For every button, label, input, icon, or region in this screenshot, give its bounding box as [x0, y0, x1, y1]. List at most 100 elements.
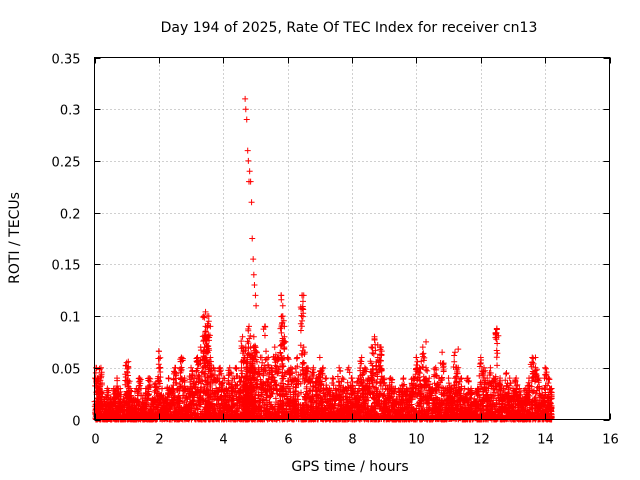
- data-point: [329, 375, 336, 382]
- data-point-cloud: [284, 355, 291, 362]
- data-point-cloud: [98, 388, 105, 395]
- data-point-cloud: [112, 403, 119, 410]
- data-point-cloud: [146, 378, 153, 385]
- data-point-cloud: [177, 369, 184, 376]
- data-point-cloud: [136, 377, 143, 384]
- data-point-cloud: [424, 367, 431, 374]
- data-point: [239, 333, 246, 340]
- data-point-cloud: [145, 375, 152, 382]
- data-point-cloud: [400, 376, 407, 383]
- data-point-cloud: [299, 317, 306, 324]
- data-point: [125, 364, 132, 371]
- data-point-cloud: [413, 354, 420, 361]
- data-point-cloud: [92, 369, 99, 376]
- data-point-cloud: [160, 407, 167, 414]
- data-point-cloud: [98, 381, 105, 388]
- data-point-cloud: [145, 395, 152, 402]
- data-point-cloud: [136, 382, 143, 389]
- data-point-cloud: [125, 392, 132, 399]
- data-points: [91, 95, 555, 423]
- data-point-cloud: [135, 386, 142, 393]
- data-point: [191, 375, 198, 382]
- data-point: [439, 349, 446, 356]
- data-point-cloud: [100, 403, 107, 410]
- data-point: [188, 364, 195, 371]
- data-point-cloud: [103, 394, 110, 401]
- data-point-cloud: [125, 372, 132, 379]
- data-point-cloud: [156, 365, 163, 372]
- data-point-cloud: [170, 382, 177, 389]
- data-point-cloud: [164, 396, 171, 403]
- data-point: [419, 344, 426, 351]
- data-point-cloud: [293, 355, 300, 362]
- data-point-cloud: [173, 379, 180, 386]
- data-point-cloud: [127, 387, 134, 394]
- data-point: [271, 344, 278, 351]
- data-point-cloud: [101, 398, 108, 405]
- data-point-cloud: [261, 332, 268, 339]
- grid: [94, 57, 610, 420]
- data-point-cloud: [348, 375, 355, 382]
- data-point-cloud: [131, 388, 138, 395]
- data-point-cloud: [98, 371, 105, 378]
- data-point-cloud: [174, 387, 181, 394]
- data-point-cloud: [172, 364, 179, 371]
- data-point-cloud: [131, 396, 138, 403]
- data-point-cloud: [201, 314, 208, 321]
- data-point-cloud: [165, 375, 172, 382]
- data-point-cloud: [186, 401, 193, 408]
- data-point-cloud: [414, 358, 421, 365]
- data-point-cloud: [124, 377, 131, 384]
- data-point-cloud: [344, 379, 351, 386]
- data-point-cloud: [180, 392, 187, 399]
- data-point-cloud: [119, 409, 126, 416]
- data-point-cloud: [110, 396, 117, 403]
- data-point-cloud: [263, 348, 270, 355]
- data-point-cloud: [109, 406, 116, 413]
- data-point-cloud: [145, 391, 152, 398]
- data-point-cloud: [156, 380, 163, 387]
- data-point-cloud: [124, 369, 131, 376]
- data-point-cloud: [164, 404, 171, 411]
- data-point-cloud: [125, 380, 132, 387]
- data-point: [336, 364, 343, 371]
- data-point-cloud: [158, 385, 165, 392]
- data-point-cloud: [156, 355, 163, 362]
- data-point-cloud: [171, 400, 178, 407]
- data-point: [316, 354, 323, 361]
- data-point-cloud: [142, 401, 149, 408]
- data-point-cloud: [157, 395, 164, 402]
- chart-title: Day 194 of 2025, Rate Of TEC Index for r…: [161, 20, 538, 36]
- data-point-cloud: [96, 366, 103, 373]
- data-point-cloud: [151, 381, 158, 388]
- data-point-cloud: [154, 383, 161, 390]
- data-point-cloud: [178, 354, 185, 361]
- data-point-cloud: [154, 375, 161, 382]
- data-point-cloud: [173, 386, 180, 393]
- data-point-cloud: [177, 356, 184, 363]
- data-point-cloud: [432, 372, 439, 379]
- data-point-cloud: [178, 366, 185, 373]
- data-point-cloud: [278, 329, 285, 336]
- data-point-cloud: [263, 356, 270, 363]
- data-point-cloud: [171, 369, 178, 376]
- data-point-cloud: [180, 384, 187, 391]
- data-point-cloud: [105, 389, 112, 396]
- data-point-cloud: [189, 391, 196, 398]
- data-point-cloud: [309, 369, 316, 376]
- data-point-cloud: [337, 367, 344, 374]
- data-point-cloud: [114, 382, 121, 389]
- data-point-cloud: [119, 403, 126, 410]
- data-point: [323, 375, 330, 382]
- data-point-cloud: [299, 298, 306, 305]
- data-point-cloud: [199, 313, 206, 320]
- data-point-cloud: [157, 368, 164, 375]
- data-point-cloud: [170, 370, 177, 377]
- data-point-cloud: [297, 327, 304, 334]
- data-point-cloud: [172, 375, 179, 382]
- data-point-cloud: [247, 332, 254, 339]
- data-point-cloud: [177, 398, 184, 405]
- data-point-cloud: [232, 365, 239, 372]
- data-point-cloud: [114, 377, 121, 384]
